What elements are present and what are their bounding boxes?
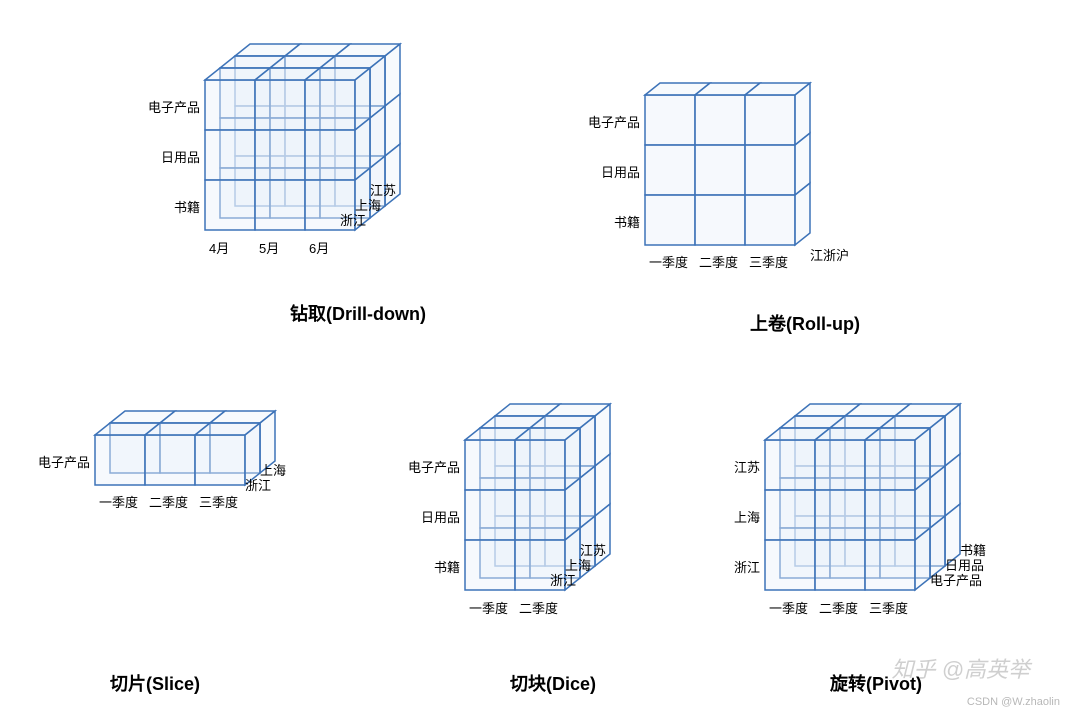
panel-dice: 切块(Dice)电子产品日用品书籍一季度二季度江苏上海浙江 — [380, 390, 740, 690]
ylabel-rollup-1: 日用品 — [601, 162, 640, 181]
title-drilldown: 钻取(Drill-down) — [290, 300, 426, 326]
zlabel-rollup-0: 江浙沪 — [810, 245, 849, 264]
xlabel-slice-2: 三季度 — [199, 492, 238, 511]
title-dice: 切块(Dice) — [510, 670, 596, 696]
ylabel-dice-0: 电子产品 — [408, 457, 460, 476]
ylabel-dice-1: 日用品 — [421, 507, 460, 526]
ylabel-drilldown-1: 日用品 — [161, 147, 200, 166]
title-rollup: 上卷(Roll-up) — [750, 310, 860, 336]
ylabel-rollup-2: 书籍 — [614, 212, 640, 231]
ylabel-drilldown-0: 电子产品 — [148, 97, 200, 116]
ylabel-slice-0: 电子产品 — [38, 452, 90, 471]
zlabel-dice-2: 浙江 — [550, 570, 576, 589]
panel-drilldown: 钻取(Drill-down)电子产品日用品书籍4月5月6月江苏上海浙江 — [120, 20, 520, 320]
zlabel-drilldown-2: 浙江 — [340, 210, 366, 229]
ylabel-drilldown-2: 书籍 — [174, 197, 200, 216]
ylabel-rollup-0: 电子产品 — [588, 112, 640, 131]
zlabel-pivot-2: 电子产品 — [930, 570, 982, 589]
title-slice: 切片(Slice) — [110, 670, 200, 696]
xlabel-pivot-2: 三季度 — [869, 598, 908, 617]
xlabel-dice-1: 二季度 — [519, 598, 558, 617]
xlabel-rollup-1: 二季度 — [699, 252, 738, 271]
title-pivot: 旋转(Pivot) — [830, 670, 922, 696]
xlabel-rollup-2: 三季度 — [749, 252, 788, 271]
xlabel-slice-0: 一季度 — [99, 492, 138, 511]
panel-slice: 切片(Slice)电子产品一季度二季度三季度上海浙江 — [10, 400, 370, 690]
xlabel-rollup-0: 一季度 — [649, 252, 688, 271]
xlabel-drilldown-2: 6月 — [309, 238, 329, 257]
watermark-csdn: CSDN @W.zhaolin — [967, 696, 1060, 708]
xlabel-drilldown-1: 5月 — [259, 238, 279, 257]
xlabel-pivot-1: 二季度 — [819, 598, 858, 617]
ylabel-pivot-1: 上海 — [734, 507, 760, 526]
xlabel-slice-1: 二季度 — [149, 492, 188, 511]
zlabel-slice-1: 浙江 — [245, 475, 271, 494]
xlabel-pivot-0: 一季度 — [769, 598, 808, 617]
xlabel-drilldown-0: 4月 — [209, 238, 229, 257]
ylabel-dice-2: 书籍 — [434, 557, 460, 576]
panel-rollup: 上卷(Roll-up) 电子产品日用品书籍一季度二季度三季度 江浙沪 — [560, 60, 960, 340]
xlabel-dice-0: 一季度 — [469, 598, 508, 617]
panel-pivot: 旋转(Pivot)江苏上海浙江一季度二季度三季度书籍日用品电子产品 — [700, 390, 1060, 690]
ylabel-pivot-0: 江苏 — [734, 457, 760, 476]
ylabel-pivot-2: 浙江 — [734, 557, 760, 576]
